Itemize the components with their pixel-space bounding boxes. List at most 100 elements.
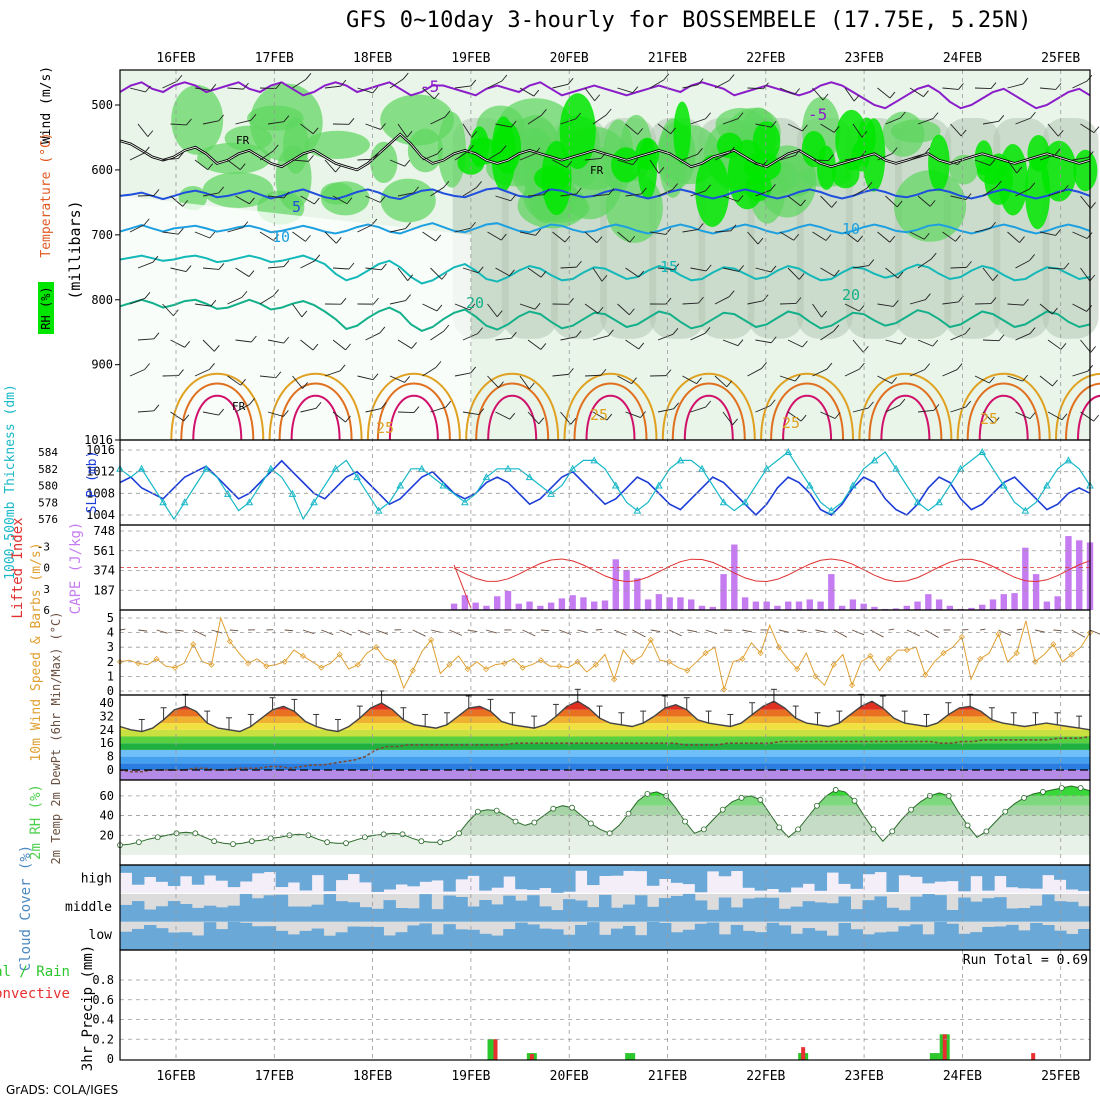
wind-barb (300, 260, 315, 269)
cape-tick-label: 187 (93, 583, 115, 597)
precip-axis-label: 3hr Precip (mm) (80, 945, 96, 1071)
wind10-barb (431, 629, 442, 633)
cloud-low (646, 921, 660, 950)
wind-barb-flag (413, 406, 420, 413)
wind-barb-flag (834, 412, 841, 419)
wind-barb-flag (340, 297, 347, 305)
wind-barb (1080, 195, 1091, 209)
cloud-low (994, 926, 1007, 950)
wind10-barb (138, 629, 148, 632)
rh-blob-bright (611, 147, 641, 183)
wind-barb (820, 411, 836, 419)
cape-bar (688, 599, 695, 610)
cloud-middle (814, 902, 828, 922)
cloud-middle (658, 898, 672, 922)
wind-barb-flag (800, 199, 806, 207)
cloud-middle (155, 906, 169, 922)
wind-barb (1080, 411, 1094, 422)
rh2m-point (983, 828, 990, 835)
wind10-barb (797, 629, 807, 633)
wind-barb-flag (443, 180, 450, 188)
wind-barb (844, 156, 861, 161)
wind-barb-flag (272, 144, 279, 152)
wind-barb (519, 87, 535, 97)
wind-barb-flag (966, 261, 972, 268)
cape-bar (914, 601, 921, 610)
wind-barb-flag (436, 147, 443, 155)
cloud-middle (323, 893, 337, 922)
rh2m-point (192, 830, 199, 837)
cloud-high (886, 865, 899, 892)
cape-bar (677, 597, 684, 610)
cloud-high (527, 865, 540, 890)
wind-barb-flag (373, 152, 379, 160)
wind-barb-flag (698, 296, 704, 304)
rh-blob (370, 141, 398, 184)
rh2m-point (832, 787, 839, 793)
thickness-line-point (611, 481, 620, 489)
top-date-label: 17FEB (255, 51, 294, 66)
wind-barb-flag (892, 300, 899, 307)
wind-barb-flag (802, 124, 808, 132)
rh2m-point (569, 804, 575, 811)
wind-barb-flag (732, 418, 738, 426)
wind-barb (552, 231, 566, 243)
wind-barb (397, 411, 415, 413)
wind-barb (877, 153, 893, 161)
wind-barb (235, 339, 252, 343)
cloud-high (718, 865, 732, 877)
thickness-line-point (310, 498, 318, 506)
temp-tick-label: 16 (100, 736, 114, 750)
wind-barb-flag (825, 234, 832, 241)
wind-barb (454, 150, 469, 161)
thickness-line-point (396, 481, 405, 489)
wind-barb (462, 411, 479, 415)
wind-barb-flag (673, 263, 680, 270)
top-date-label: 23FEB (845, 51, 884, 66)
wind-barb (690, 267, 707, 272)
wind-barb (812, 87, 824, 101)
cloud-middle (347, 902, 361, 922)
wind-barb-flag (534, 302, 541, 310)
wind-speed-point (171, 664, 178, 671)
wind-barb (1007, 83, 1024, 89)
top-date-label: 20FEB (550, 51, 589, 66)
wind-barb (300, 195, 315, 205)
cloud-middle (958, 897, 971, 922)
wind-speed-point (849, 682, 856, 689)
cloud-high (862, 865, 875, 875)
thickness-line-point (439, 481, 448, 489)
wind-barb-flag (594, 94, 601, 102)
wind-barb-flag (152, 255, 159, 263)
wind-barb (1015, 411, 1031, 420)
cape-bar (1065, 536, 1072, 610)
wind-barb (560, 193, 577, 197)
wind-barb (657, 267, 674, 271)
cloud-middle (335, 901, 349, 922)
isotherm-warm-lobe (585, 394, 636, 441)
wind-barb (292, 231, 306, 242)
wind-barb-flag (794, 374, 801, 382)
wind-barb-flag (933, 404, 940, 411)
cloud-low (131, 928, 145, 950)
thickness-line-point (956, 464, 965, 472)
rh2m-point (361, 834, 368, 841)
cloud-high (419, 865, 432, 882)
wind-barb-flag (538, 417, 545, 425)
rh-axis-label: RH (%) (39, 286, 53, 329)
wind-barb (129, 297, 146, 305)
wind-barb (982, 267, 994, 281)
bottom-date-label: 25FEB (1041, 1069, 1080, 1084)
wind-barb-flag (1087, 151, 1094, 158)
temp-band (120, 736, 1090, 744)
wind-barb (885, 117, 901, 125)
wind-speed-point (519, 664, 526, 671)
wind-barb-flag (346, 197, 353, 205)
wind-barb-flag (891, 377, 898, 384)
cloud-row-label: middle (65, 900, 112, 915)
cape-bar (795, 601, 803, 610)
wind-speed-point (226, 638, 233, 645)
thickness-line-point (762, 464, 771, 472)
wind-barb-flag (925, 293, 931, 300)
rh-blob (320, 182, 354, 205)
